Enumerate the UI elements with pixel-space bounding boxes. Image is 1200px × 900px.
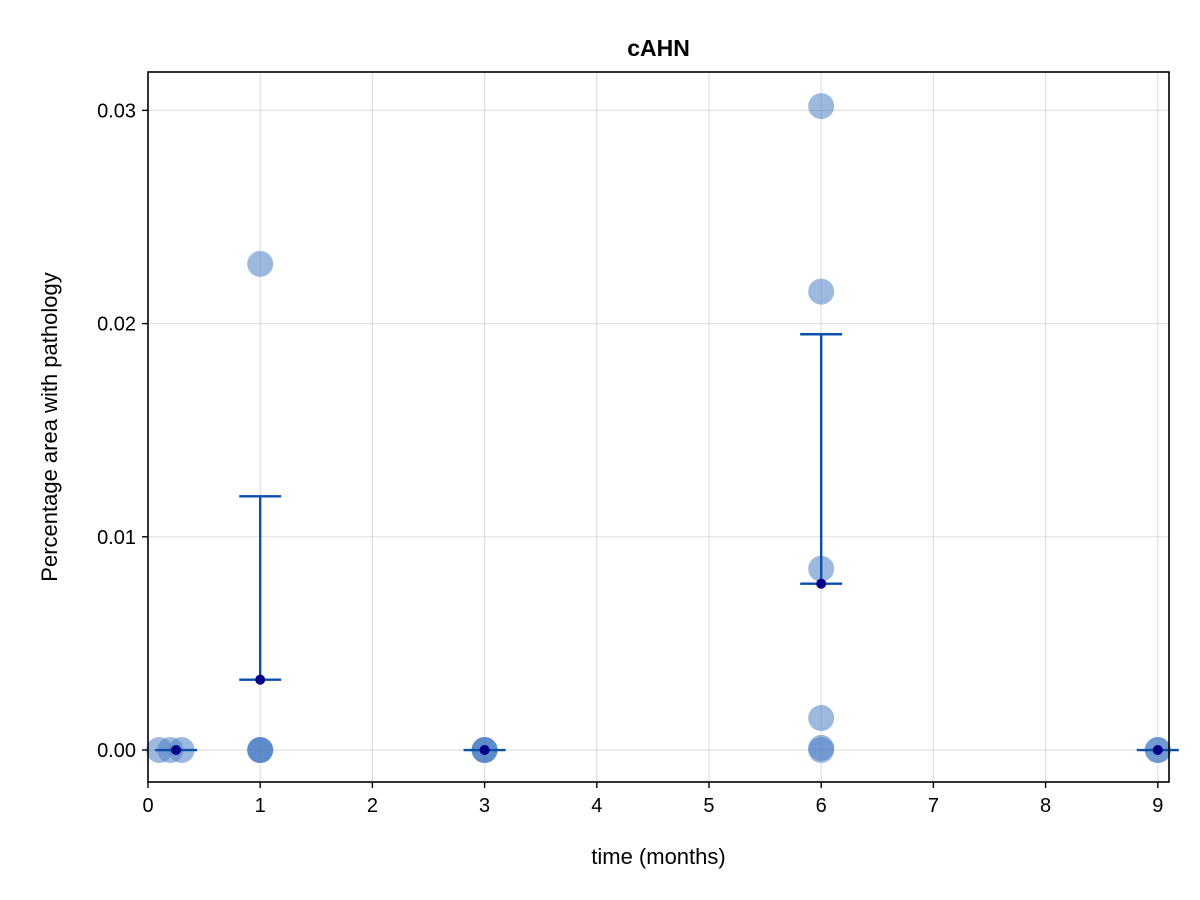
x-tick-label: 9 (1152, 795, 1163, 817)
x-tick-label: 0 (142, 795, 153, 817)
x-tick-label: 2 (367, 795, 378, 817)
y-tick-label: 0.02 (97, 314, 136, 336)
data-point (808, 705, 835, 732)
mean-point (816, 578, 827, 589)
mean-point (479, 745, 490, 756)
mean-point (255, 674, 266, 685)
x-tick-label: 3 (479, 795, 490, 817)
chart-marks (146, 93, 1179, 764)
x-tick-label: 6 (816, 795, 827, 817)
y-axis-label: Percentage area with pathology (37, 272, 62, 581)
data-point (247, 737, 274, 764)
data-point (247, 250, 274, 277)
data-point (808, 278, 835, 305)
mean-point (1152, 745, 1163, 756)
x-tick-label: 7 (928, 795, 939, 817)
x-tick-label: 5 (703, 795, 714, 817)
x-tick-label: 8 (1040, 795, 1051, 817)
chart-title: cAHN (627, 35, 690, 61)
y-tick-label: 0.00 (97, 740, 136, 762)
grid (147, 72, 1169, 782)
y-tick-label: 0.03 (97, 100, 136, 122)
axis-ticks: 0 1 2 3 4 5 6 7 8 9 0.00 0.01 0.02 0.03 (97, 100, 1163, 817)
data-point (808, 737, 835, 764)
y-tick-label: 0.01 (97, 527, 136, 549)
x-tick-label: 4 (591, 795, 602, 817)
plot-frame (147, 71, 1170, 783)
data-point (808, 93, 835, 120)
x-tick-label: 1 (255, 795, 266, 817)
x-axis-label: time (months) (591, 844, 725, 869)
mean-point (171, 745, 182, 756)
